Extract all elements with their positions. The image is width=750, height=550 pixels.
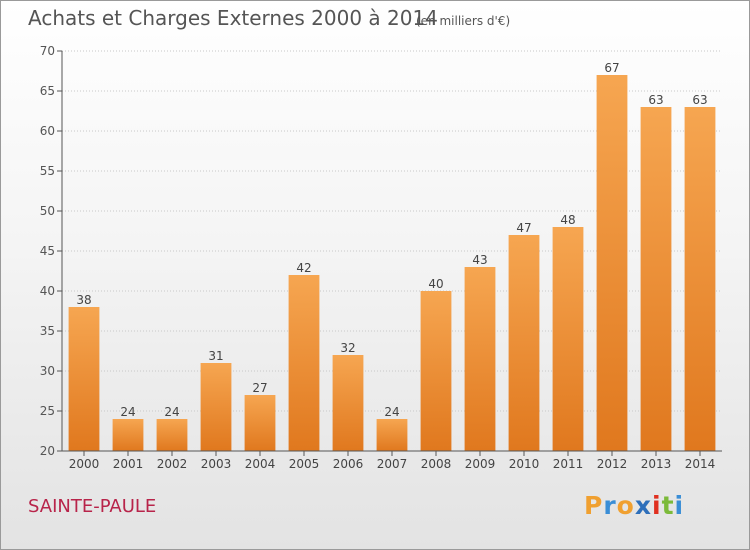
bar (376, 419, 408, 451)
data-label: 48 (560, 213, 575, 227)
y-tick-label: 50 (40, 204, 55, 218)
y-tick-label: 45 (40, 244, 55, 258)
x-tick-label: 2010 (509, 457, 540, 471)
bar (112, 419, 144, 451)
bar (68, 307, 100, 451)
chart-title: Achats et Charges Externes 2000 à 2014 (28, 6, 438, 30)
bar (596, 75, 628, 451)
labels: 20 25 30 35 40 45 50 55 60 65 70 38 2000 24 2001 24 2002… (40, 44, 716, 471)
data-label: 27 (252, 381, 267, 395)
y-tick-label: 35 (40, 324, 55, 338)
x-tick-label: 2005 (289, 457, 320, 471)
bar (464, 267, 496, 451)
bar (332, 355, 364, 451)
x-tick-label: 2012 (597, 457, 628, 471)
y-tick-label: 25 (40, 404, 55, 418)
axes (57, 50, 722, 456)
data-label: 32 (340, 341, 355, 355)
y-tick-label: 70 (40, 44, 55, 58)
y-tick-label: 30 (40, 364, 55, 378)
bar (552, 227, 584, 451)
data-label: 40 (428, 277, 443, 291)
x-tick-label: 2009 (465, 457, 496, 471)
logo-letter: i (674, 491, 685, 520)
bar (684, 107, 716, 451)
x-tick-label: 2008 (421, 457, 452, 471)
bar (288, 275, 320, 451)
data-label: 42 (296, 261, 311, 275)
data-label: 67 (604, 61, 619, 75)
logo-letter: t (661, 491, 675, 520)
y-tick-label: 55 (40, 164, 55, 178)
bar (244, 395, 276, 451)
x-tick-label: 2006 (333, 457, 364, 471)
x-tick-label: 2004 (245, 457, 276, 471)
y-tick-label: 65 (40, 84, 55, 98)
x-tick-label: 2001 (113, 457, 144, 471)
bar (200, 363, 232, 451)
x-tick-label: 2013 (641, 457, 672, 471)
logo-letter: i (652, 491, 662, 520)
logo-letter: x (634, 491, 652, 520)
bar (156, 419, 188, 451)
x-tick-label: 2007 (377, 457, 408, 471)
x-tick-label: 2000 (69, 457, 100, 471)
bar (640, 107, 672, 451)
chart-subtitle: (en milliers d'€) (416, 14, 511, 28)
data-label: 24 (164, 405, 179, 419)
y-tick-label: 60 (40, 124, 55, 138)
x-tick-label: 2011 (553, 457, 584, 471)
data-label: 47 (516, 221, 531, 235)
data-label: 24 (120, 405, 135, 419)
bar (508, 235, 540, 451)
proxiti-logo: Proxiti (584, 491, 684, 520)
logo-letter: o (616, 491, 635, 520)
data-label: 63 (692, 93, 707, 107)
y-tick-label: 20 (40, 444, 55, 458)
x-tick-label: 2014 (685, 457, 716, 471)
logo-letter: P (584, 491, 604, 520)
x-tick-label: 2002 (157, 457, 188, 471)
bars (68, 75, 716, 451)
data-label: 38 (76, 293, 91, 307)
data-label: 43 (472, 253, 487, 267)
data-label: 24 (384, 405, 399, 419)
logo-letter: r (603, 491, 617, 520)
x-tick-label: 2003 (201, 457, 232, 471)
commune-name: SAINTE-PAULE (28, 496, 157, 517)
bar (420, 291, 452, 451)
data-label: 31 (208, 349, 223, 363)
y-tick-label: 40 (40, 284, 55, 298)
data-label: 63 (648, 93, 663, 107)
